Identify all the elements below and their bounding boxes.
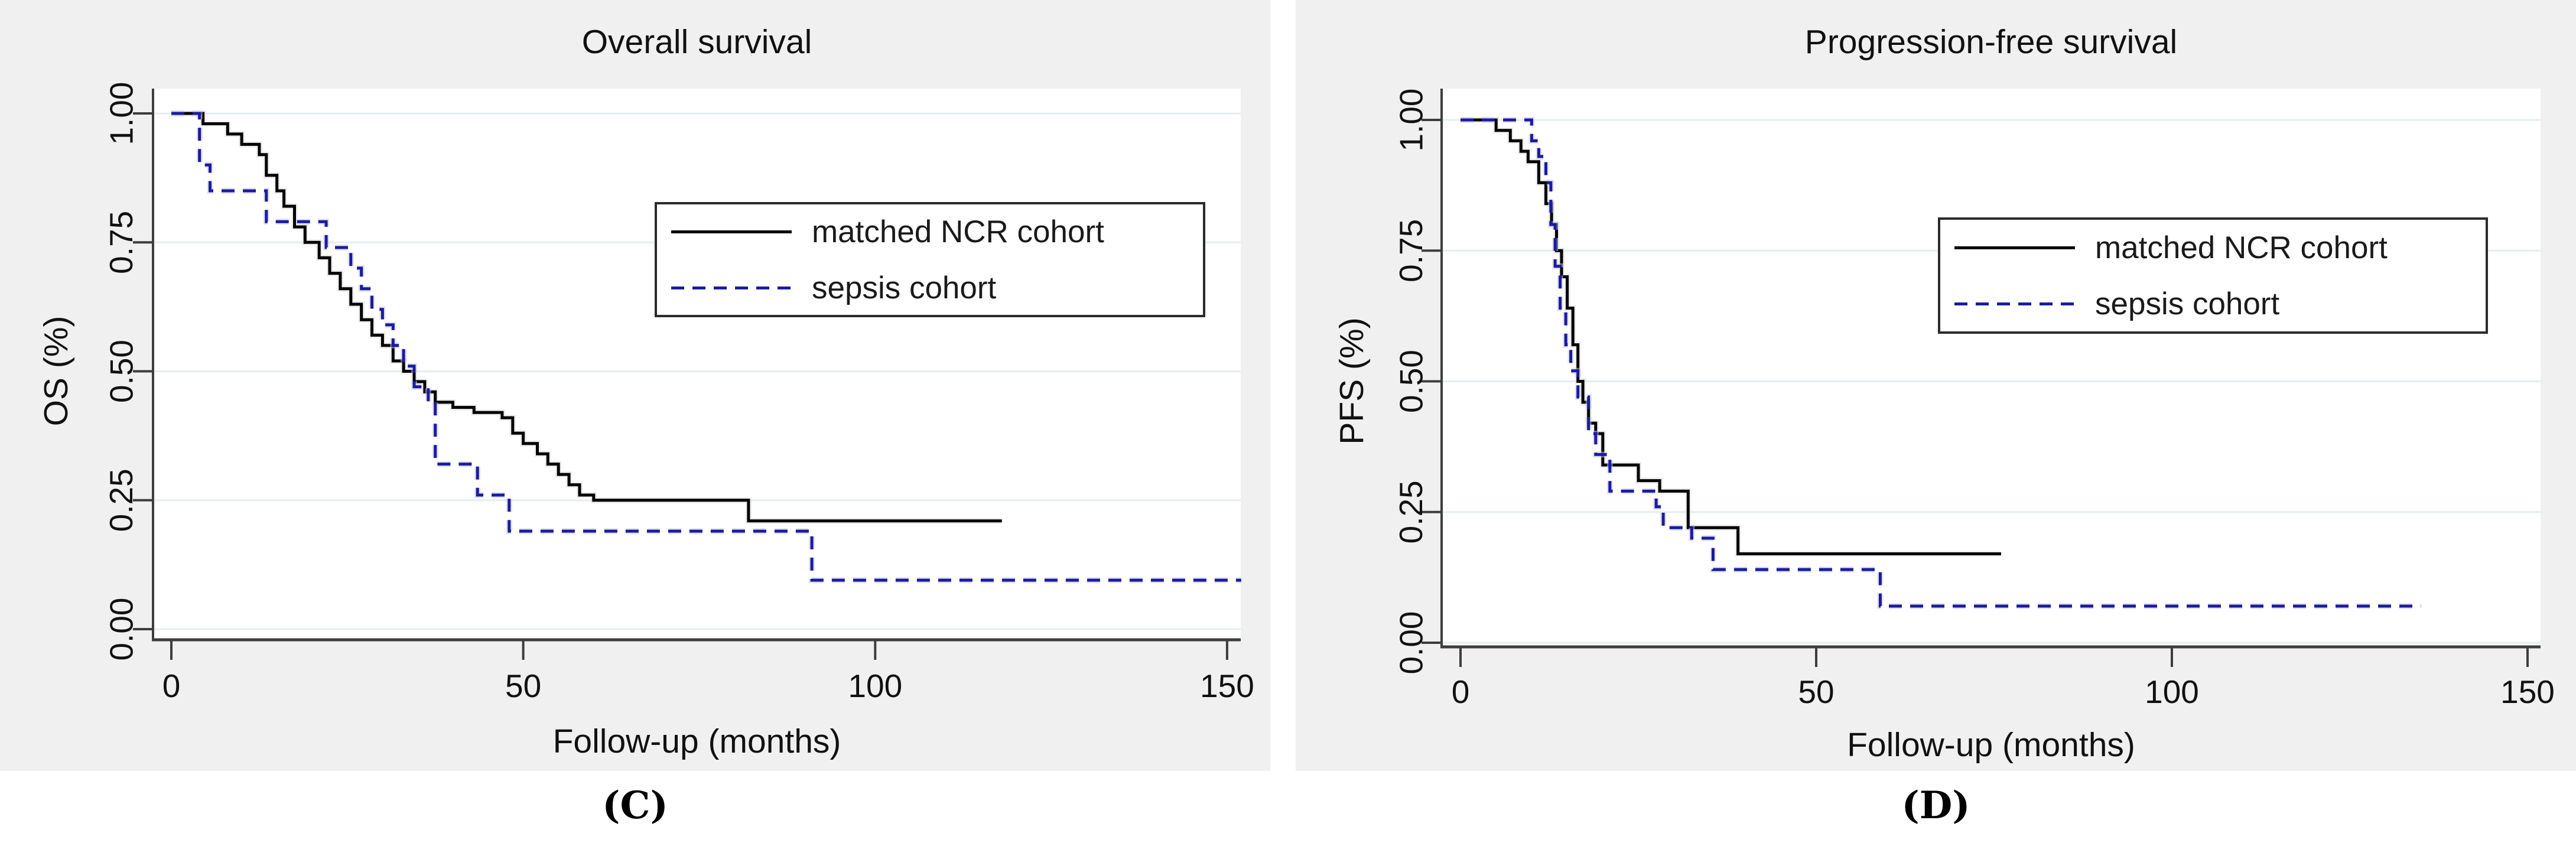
- x-tick-label: 100: [848, 668, 902, 704]
- y-tick-label: 1.00: [103, 82, 139, 145]
- km-curve-sepsis-cohort: [171, 112, 1241, 582]
- page-title: Overall survival: [581, 23, 812, 61]
- panel-letter-d: (D): [1901, 783, 1970, 828]
- y-tick-label: 0.50: [103, 340, 139, 403]
- legend-entry-matched-ncr: matched NCR cohort: [671, 214, 1203, 250]
- legend-entry-sepsis: sepsis cohort: [671, 270, 1203, 306]
- panel-overall-survival: 0 50 100 150 1.00 0.75 0.50 0.25 0.00 Overall su…: [0, 0, 1270, 771]
- dashed-line-swatch: [671, 286, 792, 289]
- y-tick-label: 1.00: [1393, 88, 1429, 151]
- page-title: Progression-free survival: [1804, 23, 2178, 61]
- legend: matched NCR cohort sepsis cohort: [655, 202, 1205, 317]
- y-tick-label: 0.25: [103, 468, 139, 532]
- plot-area: [153, 89, 1241, 640]
- panel-progression-free-survival: 0 50 100 150 1.00 0.75 0.50 0.25 0.00 Progressio…: [1296, 0, 2576, 771]
- legend: matched NCR cohort sepsis cohort: [1938, 217, 2488, 334]
- y-tick-label: 0.00: [103, 597, 139, 660]
- solid-line-swatch: [671, 230, 792, 233]
- km-curve-sepsis-cohort: [1461, 118, 2421, 608]
- panel-letter-c: (C): [602, 783, 668, 828]
- x-axis-label: Follow-up (months): [552, 722, 841, 760]
- legend-label: sepsis cohort: [812, 270, 997, 305]
- x-tick-label: 100: [2145, 673, 2199, 710]
- km-curve-matched-ncr-cohort: [171, 112, 1002, 523]
- x-tick-label: 50: [1798, 673, 1834, 710]
- km-plot-overall-survival: 0 50 100 150 1.00 0.75 0.50 0.25 0.00: [103, 82, 1254, 704]
- y-axis-label: PFS (%): [1333, 317, 1371, 445]
- legend-entry-sepsis: sepsis cohort: [1954, 286, 2486, 322]
- legend-label: sepsis cohort: [2095, 286, 2280, 321]
- x-tick-label: 150: [1200, 668, 1254, 704]
- x-tick-label: 0: [162, 668, 181, 704]
- x-tick-label: 150: [2500, 673, 2555, 710]
- legend-label: matched NCR cohort: [2095, 230, 2388, 265]
- km-plot-progression-free-survival: 0 50 100 150 1.00 0.75 0.50 0.25 0.00: [1393, 88, 2555, 710]
- y-tick-label: 0.50: [1393, 350, 1429, 413]
- y-tick-label: 0.75: [103, 211, 139, 274]
- solid-line-swatch: [1954, 246, 2075, 249]
- legend-entry-matched-ncr: matched NCR cohort: [1954, 230, 2486, 266]
- y-tick-label: 0.75: [1393, 219, 1429, 282]
- y-tick-label: 0.00: [1393, 611, 1429, 674]
- x-tick-label: 0: [1452, 673, 1470, 710]
- x-axis-label: Follow-up (months): [1847, 726, 2135, 764]
- km-curve-matched-ncr-cohort: [1461, 118, 2001, 555]
- legend-label: matched NCR cohort: [812, 214, 1104, 249]
- y-axis-label: OS (%): [37, 315, 75, 427]
- x-tick-label: 50: [505, 668, 541, 704]
- plot-area: [1442, 89, 2541, 647]
- dashed-line-swatch: [1954, 302, 2075, 305]
- y-tick-label: 0.25: [1393, 480, 1429, 543]
